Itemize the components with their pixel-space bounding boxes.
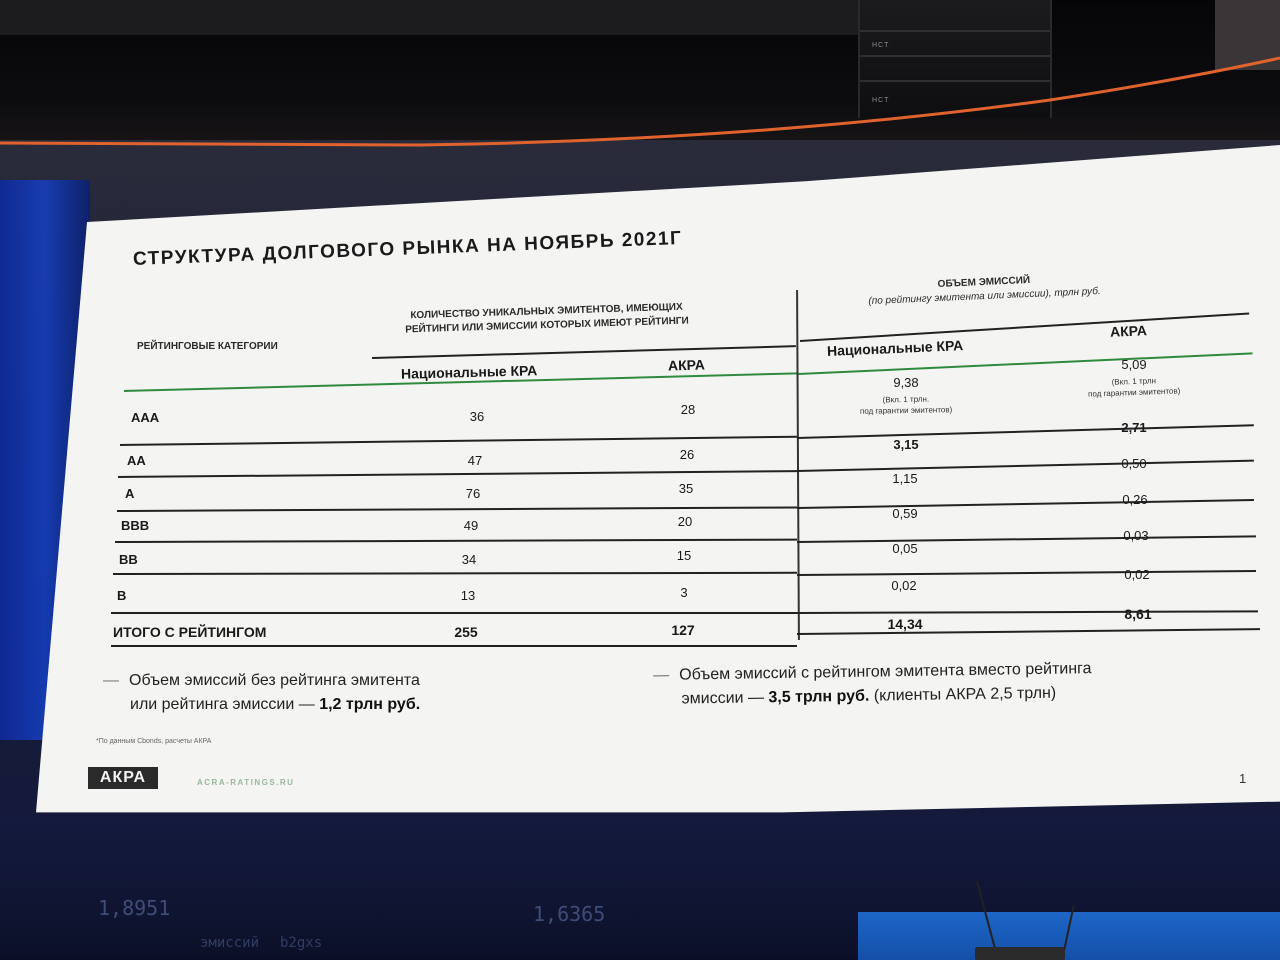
issuer-count-national: 47 [467, 453, 483, 468]
volume-acra: 0,03 [1123, 528, 1149, 543]
issuer-count-acra: 35 [678, 481, 694, 496]
row-rule [111, 612, 797, 614]
volume-national: 0,05 [892, 541, 918, 556]
note-line: под гарантии эмитентов) [859, 405, 953, 416]
issuer-count-acra: 26 [679, 447, 695, 462]
issuer-count-national: 13 [460, 588, 476, 603]
volume-acra: 0,26 [1122, 492, 1148, 507]
issuer-count-acra: 15 [676, 548, 692, 563]
note-text: (клиенты АКРА 2,5 трлн) [869, 684, 1057, 705]
ceiling-panel [0, 0, 860, 35]
website-url: ACRA-RATINGS.RU [197, 778, 295, 787]
total-volume-acra: 8,61 [1124, 606, 1152, 622]
acra-logo: АКРА [88, 767, 158, 789]
note-text: или рейтинга эмиссии — [130, 696, 320, 713]
note-highlight: 1,2 трлн руб. [319, 696, 421, 713]
note-highlight: 3,5 трлн руб. [768, 687, 870, 707]
bottom-rule [111, 645, 797, 647]
issuer-count-national: 76 [465, 486, 481, 501]
header-rating-categories: РЕЙТИНГОВЫЕ КАТЕГОРИИ [137, 341, 278, 352]
volume-acra: 2,71 [1121, 420, 1147, 435]
background-number: 1,6365 [533, 902, 606, 926]
total-count-national: 255 [454, 624, 478, 640]
speaker-label: HCT [872, 42, 890, 49]
note-right: — Объем эмиссий с рейтингом эмитента вмес… [653, 657, 1092, 712]
issuer-count-acra: 28 [680, 402, 696, 417]
total-count-acra: 127 [671, 622, 695, 638]
background-number: 1,8951 [98, 896, 171, 920]
issuer-count-national: 34 [461, 552, 477, 567]
page-number: 1 [1239, 771, 1247, 786]
volume-note: (Вкл. 1 трлн под гарантии эмитентов) [1088, 374, 1181, 399]
volume-acra: 5,09 [1121, 357, 1147, 372]
note-text: эмиссии — [681, 689, 769, 708]
background-text: эмиссий [200, 935, 260, 951]
issuer-count-acra: 20 [677, 514, 693, 529]
volume-national: 0,59 [892, 506, 918, 521]
total-label: ИТОГО С РЕЙТИНГОМ [113, 624, 267, 640]
note-line: или рейтинга эмиссии — 1,2 трлн руб. [103, 693, 420, 717]
total-volume-national: 14,34 [887, 616, 923, 632]
issuer-count-acra: 3 [680, 585, 688, 600]
volume-national: 3,15 [893, 437, 919, 452]
rating-category: BB [119, 552, 138, 567]
presentation-slide [36, 145, 1280, 813]
microphone-base [975, 947, 1065, 960]
background-text: b2gxs [280, 935, 323, 951]
issuer-count-national: 49 [463, 518, 479, 533]
subheader-acra: АКРА [1109, 322, 1148, 340]
speaker-label: HCT [872, 97, 890, 104]
rating-category: BBB [121, 518, 150, 533]
note-line: — Объем эмиссий без рейтинга эмитента [103, 672, 420, 689]
volume-acra: 0,50 [1121, 456, 1147, 471]
issuer-count-national: 36 [469, 409, 485, 424]
note-left: — Объем эмиссий без рейтинга эмитента или… [103, 669, 420, 717]
rating-category: AAA [131, 410, 160, 425]
rating-category: A [125, 486, 135, 501]
wall [1215, 0, 1280, 70]
rating-category: B [117, 588, 127, 603]
volume-national: 9,38 [893, 375, 919, 390]
volume-note: (Вкл. 1 трлн. под гарантии эмитентов) [860, 393, 953, 417]
rating-category: AA [127, 453, 146, 468]
volume-national: 0,02 [891, 578, 917, 593]
volume-national: 1,15 [892, 471, 918, 486]
subheader-acra: АКРА [667, 356, 706, 374]
source-note: *По данным Cbonds, расчеты АКРА [96, 738, 212, 745]
note-text: Объем эмиссий с рейтингом эмитента вмест… [679, 660, 1092, 684]
note-text: Объем эмиссий без рейтинга эмитента [129, 672, 420, 689]
volume-acra: 0,02 [1124, 567, 1150, 582]
